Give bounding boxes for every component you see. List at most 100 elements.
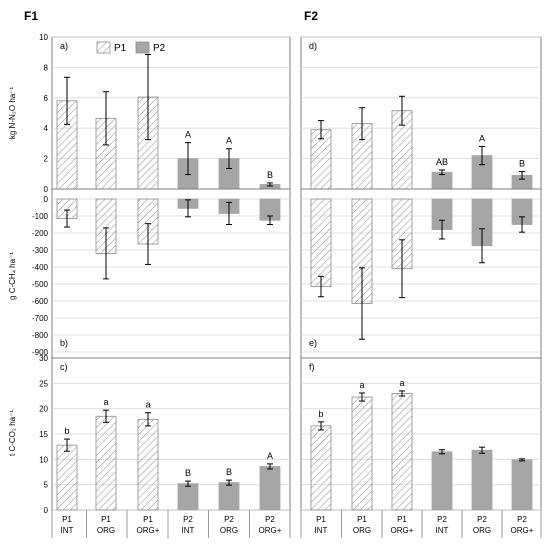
significance-letter: B — [519, 159, 525, 169]
y-axis-label-co2: t C-CO₂ ha⁻¹ — [8, 410, 17, 456]
category-label-treatment: ORG — [353, 526, 371, 535]
y-tick-label: 10 — [39, 33, 48, 42]
column-title-f1: F1 — [24, 9, 38, 23]
y-tick-label: 4 — [44, 124, 49, 133]
category-label-treatment: INT — [315, 526, 328, 535]
significance-letter: a — [145, 400, 150, 410]
y-tick-label: -600 — [32, 297, 49, 306]
significance-letter: AB — [436, 157, 448, 167]
gridlines — [52, 36, 541, 511]
significance-letter: A — [479, 133, 485, 143]
y-tick-label: 30 — [39, 354, 48, 363]
category-label-treatment: INT — [436, 526, 449, 535]
y-tick-label: -400 — [32, 263, 49, 272]
category-labels: P1 INT P1 ORG P1 ORG+ P2 INT P2 ORG P2 ORG+ P1 INT P1 O… — [51, 510, 542, 538]
category-label-period: P1 — [143, 515, 153, 524]
bar — [218, 482, 240, 511]
category-label-treatment: ORG+ — [391, 526, 414, 535]
legend-swatch-p1 — [96, 41, 111, 54]
significance-letter: A — [226, 136, 232, 146]
y-axis-label-co2-text: t C-CO₂ ha⁻¹ — [8, 410, 17, 456]
significance-letter: B — [267, 170, 273, 180]
panel-frame-f1 — [51, 36, 291, 511]
category-label-period: P1 — [316, 515, 326, 524]
category-label-treatment: ORG — [473, 526, 491, 535]
y-axis-label-ch4: g C-CH₄ ha⁻¹ — [8, 252, 17, 300]
y-tick-label: 10 — [39, 455, 48, 464]
bar — [511, 459, 533, 511]
category-label-treatment: INT — [61, 526, 74, 535]
bar — [471, 449, 493, 511]
category-label-treatment: ORG+ — [511, 526, 534, 535]
category-label-period: P1 — [397, 515, 407, 524]
y-tick-label: 20 — [39, 405, 48, 414]
y-tick-label: -500 — [32, 280, 49, 289]
column-title-f2: F2 — [304, 9, 318, 23]
category-label-period: P2 — [265, 515, 275, 524]
bar — [177, 483, 199, 511]
y-tick-label: -900 — [32, 348, 49, 357]
bar — [391, 393, 413, 511]
y-tick-label: -300 — [32, 246, 49, 255]
significance-letter: A — [185, 130, 191, 140]
legend-label-p1: P1 — [114, 43, 127, 54]
bar — [137, 418, 159, 511]
category-label-period: P2 — [437, 515, 447, 524]
legend-label-p2: P2 — [153, 43, 166, 54]
significance-letter: a — [359, 380, 364, 390]
significance-letter: B — [185, 468, 191, 478]
category-label-treatment: ORG+ — [137, 526, 160, 535]
significance-letter: b — [318, 409, 323, 419]
category-label-period: P1 — [357, 515, 367, 524]
y-axis-label-n2o: kg N-N₂O ha⁻¹ — [8, 87, 17, 140]
y-tick-label: -100 — [32, 212, 49, 221]
y-tick-label: 0 — [44, 506, 49, 515]
y-tick-label: 0 — [44, 185, 49, 194]
axes: 0 2 4 6 8 10 a) d) 0 -100 -200 -300 -400 -500 -600 -700… — [32, 33, 541, 515]
y-tick-label: 6 — [44, 94, 49, 103]
category-label-treatment: ORG+ — [259, 526, 282, 535]
legend-swatch-p2 — [135, 41, 150, 54]
panel-letter: f) — [309, 362, 315, 372]
category-label-treatment: ORG — [97, 526, 115, 535]
category-label-period: P2 — [477, 515, 487, 524]
category-label-period: P2 — [183, 515, 193, 524]
category-label-period: P1 — [62, 515, 72, 524]
category-label-period: P2 — [224, 515, 234, 524]
bar — [431, 451, 453, 511]
significance-letter: a — [103, 397, 108, 407]
y-tick-label: 2 — [44, 155, 49, 164]
bar — [95, 415, 117, 511]
y-tick-label: 8 — [44, 63, 49, 72]
panel-letter: d) — [309, 41, 317, 51]
significance-letter: A — [267, 451, 273, 461]
y-tick-label: -200 — [32, 229, 49, 238]
y-tick-label: 5 — [44, 481, 49, 490]
significance-letter: b — [64, 426, 69, 436]
category-label-treatment: INT — [182, 526, 195, 535]
y-tick-label: 0 — [44, 195, 49, 204]
y-axis-label-ch4-text: g C-CH₄ ha⁻¹ — [8, 252, 17, 300]
panel-letter: b) — [60, 338, 68, 348]
significance-letter: B — [226, 467, 232, 477]
bar — [351, 396, 373, 511]
panel-letter: a) — [60, 41, 68, 51]
panel-letter: c) — [60, 362, 68, 372]
y-axis-label-n2o-text: kg N-N₂O ha⁻¹ — [8, 87, 17, 140]
bar — [310, 425, 332, 511]
panel-letter: e) — [309, 338, 317, 348]
panel-frames — [51, 36, 542, 511]
bar — [56, 444, 78, 511]
y-tick-label: 15 — [39, 430, 48, 439]
category-label-period: P1 — [101, 515, 111, 524]
bar — [310, 198, 332, 287]
panel-frame-f2 — [300, 36, 542, 511]
bar — [259, 466, 281, 511]
legend: P1 P2 — [96, 41, 166, 54]
category-label-treatment: ORG — [220, 526, 238, 535]
y-tick-label: -700 — [32, 314, 49, 323]
y-tick-label: 25 — [39, 379, 48, 388]
significance-letter: a — [399, 378, 404, 388]
